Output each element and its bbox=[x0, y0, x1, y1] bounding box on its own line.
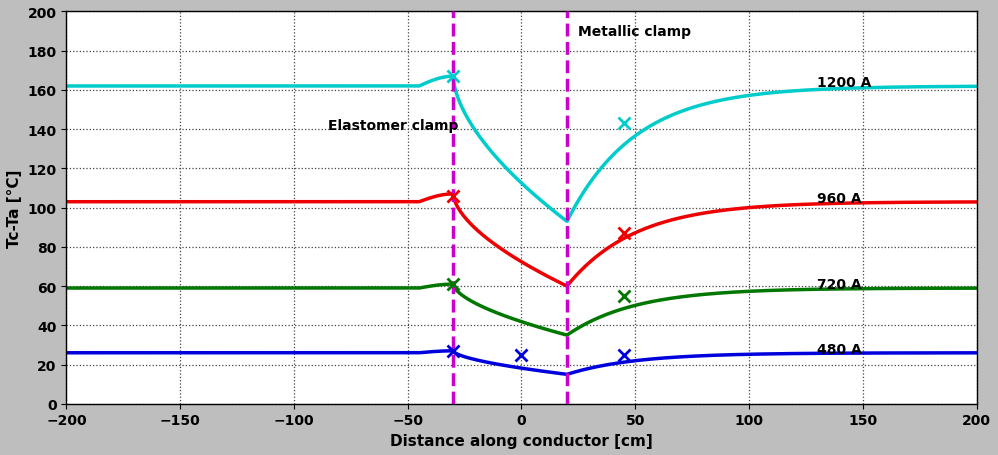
Text: 960 A: 960 A bbox=[817, 192, 861, 205]
Text: 720 A: 720 A bbox=[817, 278, 862, 292]
Text: Elastomer clamp: Elastomer clamp bbox=[328, 119, 458, 133]
Text: 480 A: 480 A bbox=[817, 342, 862, 356]
X-axis label: Distance along conductor [cm]: Distance along conductor [cm] bbox=[390, 433, 653, 448]
Text: 1200 A: 1200 A bbox=[817, 76, 871, 90]
Y-axis label: Tc-Ta [°C]: Tc-Ta [°C] bbox=[7, 169, 22, 247]
Text: Metallic clamp: Metallic clamp bbox=[578, 25, 692, 39]
